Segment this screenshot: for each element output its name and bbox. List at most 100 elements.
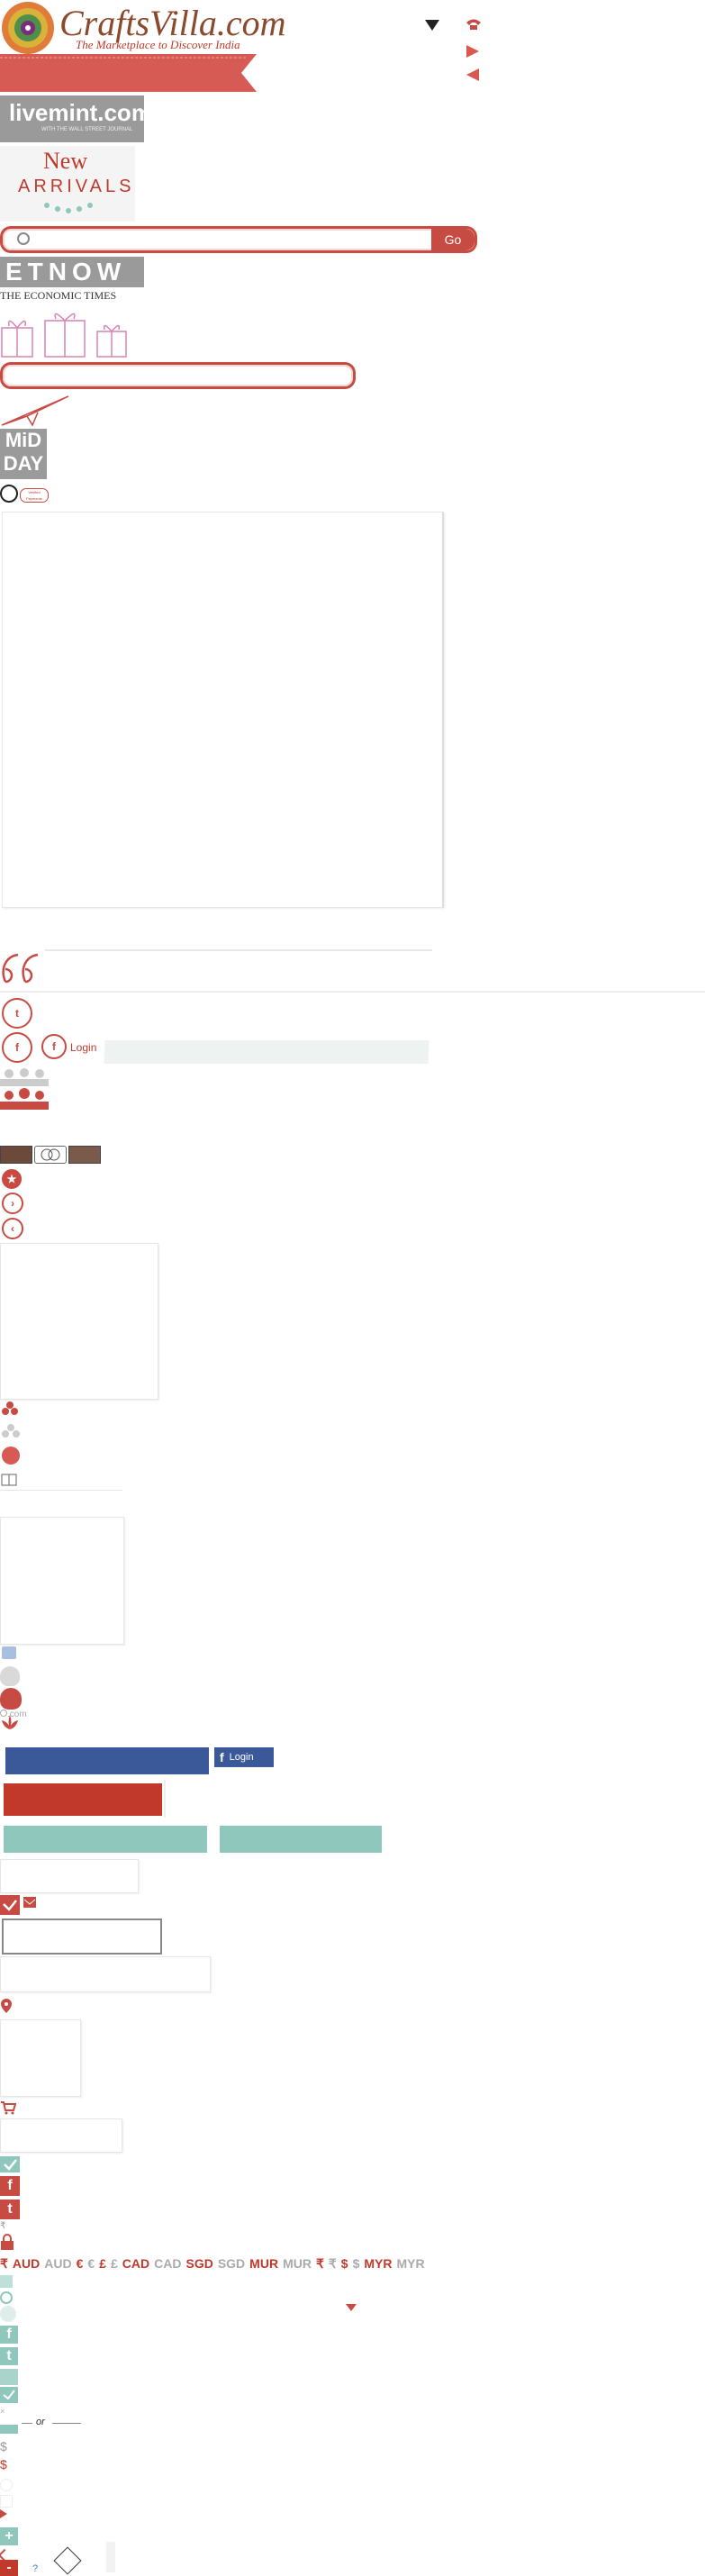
midday-logo: MiD DAY: [0, 429, 47, 479]
diamond-icon: [53, 2546, 81, 2574]
checkmark-red-icon[interactable]: [0, 1895, 20, 1915]
facebook-login-icon[interactable]: f: [41, 1034, 67, 1059]
new-arrivals-line1: New: [43, 148, 87, 175]
currency-mur-active[interactable]: MUR: [249, 2256, 278, 2272]
currency-gbp-active[interactable]: £: [99, 2256, 106, 2272]
currency-gbp[interactable]: £: [111, 2256, 118, 2272]
search-go-button[interactable]: Go: [431, 229, 475, 250]
faint-square-icon: [0, 2495, 13, 2508]
logo[interactable]: [0, 0, 56, 56]
form-box-2: [0, 1956, 211, 1992]
red-dot-icon: [2, 1447, 20, 1465]
currency-aud[interactable]: AUD: [44, 2256, 71, 2272]
currency-cad[interactable]: CAD: [154, 2256, 181, 2272]
currency-usd-active[interactable]: $: [341, 2256, 348, 2272]
side-panel: [0, 1517, 124, 1645]
signup-button[interactable]: [4, 1783, 162, 1816]
phone-icon[interactable]: [465, 18, 483, 31]
divider-line-long: [0, 991, 705, 993]
drops-icon: [40, 202, 94, 216]
flower-grey-icon: [2, 1423, 20, 1441]
email-field[interactable]: [2, 1918, 162, 1955]
paper-plane-icon: [0, 395, 70, 427]
minus-red-icon[interactable]: -: [0, 2560, 18, 2576]
twitter-red-icon[interactable]: t: [0, 2200, 20, 2219]
product-panel: [0, 1243, 158, 1400]
thumbs-up-icon[interactable]: [2, 1646, 16, 1659]
search-input[interactable]: [35, 231, 426, 249]
twitter-icon[interactable]: t: [2, 998, 32, 1029]
check-teal-2-icon: [0, 2387, 18, 2403]
divider-short: [0, 1490, 122, 1491]
or-line-left: [22, 2423, 32, 2424]
mail-icon[interactable]: [23, 1897, 36, 1908]
currency-myr-active[interactable]: MYR: [364, 2256, 392, 2272]
plus-teal-icon[interactable]: +: [0, 2527, 18, 2545]
twitter-teal-icon[interactable]: t: [0, 2347, 18, 2365]
facebook-teal-icon[interactable]: f: [0, 2326, 18, 2344]
carousel-next-icon[interactable]: ›: [2, 1193, 23, 1214]
signup-button-border: [164, 1780, 166, 1818]
next-arrow-icon[interactable]: [466, 45, 479, 58]
search-icon: [17, 232, 30, 245]
cart-icon[interactable]: [0, 2100, 16, 2115]
close-small-icon[interactable]: ×: [0, 2407, 5, 2416]
currency-sgd-active[interactable]: SGD: [185, 2256, 212, 2272]
currency-list: ₹ AUD AUD € € £ £ CAD CAD SGD SGD MUR MU…: [0, 2256, 425, 2272]
quote-icon: [0, 951, 45, 987]
dotcom-label: .com: [0, 1710, 36, 1720]
currency-aud-active[interactable]: AUD: [13, 2256, 40, 2272]
cart-panel: [0, 2118, 122, 2153]
ribbon-banner: [0, 54, 257, 92]
currency-sgd[interactable]: SGD: [218, 2256, 245, 2272]
currency-cad-active[interactable]: CAD: [122, 2256, 149, 2272]
dotcom-text: .com: [7, 1710, 27, 1719]
content-panel: [2, 512, 444, 908]
etnow-subtitle: THE ECONOMIC TIMES: [0, 289, 144, 303]
new-arrivals-badge[interactable]: New ARRIVALS: [0, 146, 135, 222]
login-bar: [104, 1040, 429, 1064]
faint-circle-icon: [0, 2479, 13, 2491]
brand-tagline: The Marketplace to Discover India: [76, 38, 240, 52]
people-red-icon: [0, 1088, 49, 1110]
facebook-red-icon[interactable]: f: [0, 2176, 20, 2196]
midday-line2: DAY: [0, 452, 47, 476]
pot-red-icon: [0, 1688, 22, 1710]
mastercard-icon: [34, 1146, 67, 1164]
lock-red-icon: [0, 2234, 14, 2250]
email-input-bar[interactable]: [0, 362, 356, 389]
dropdown-arrow-icon[interactable]: [425, 20, 439, 31]
currency-usd[interactable]: $: [353, 2256, 360, 2272]
dollar-red-icon: $: [0, 2457, 7, 2472]
or-label: or: [36, 2417, 45, 2427]
pot-grey-icon: [0, 1666, 20, 1686]
or-divider: or: [0, 2417, 83, 2429]
facebook-share-bar[interactable]: [5, 1747, 209, 1774]
currency-inr-3[interactable]: ₹: [329, 2256, 337, 2272]
prev-arrow-icon[interactable]: [466, 68, 479, 81]
gear-icon[interactable]: [0, 2306, 16, 2322]
currency-inr-active[interactable]: ₹: [0, 2256, 8, 2272]
facebook-icon[interactable]: f: [2, 1032, 32, 1063]
currency-eur-active[interactable]: €: [77, 2256, 84, 2272]
small-down-arrow-icon[interactable]: [346, 2304, 357, 2311]
facebook-login-button[interactable]: f Login: [214, 1747, 274, 1767]
badge-icon: ★: [2, 1169, 22, 1189]
question-mark[interactable]: ?: [32, 2563, 38, 2574]
currency-mur[interactable]: MUR: [283, 2256, 312, 2272]
teal-button-left[interactable]: [4, 1826, 207, 1853]
play-red-icon[interactable]: [0, 2509, 7, 2518]
dollar-grey-icon: $: [0, 2439, 7, 2454]
currency-inr-2[interactable]: ₹: [316, 2256, 324, 2272]
livemint-logo: livemint.com WITH THE WALL STREET JOURNA…: [0, 95, 144, 142]
login-link[interactable]: Login: [70, 1041, 96, 1054]
carousel-prev-icon[interactable]: ‹: [2, 1218, 23, 1239]
search-bar: Go: [0, 226, 477, 253]
checkmark-icon: [0, 485, 18, 503]
visa-card-icon: [0, 1146, 32, 1164]
currency-myr[interactable]: MYR: [397, 2256, 425, 2272]
currency-eur[interactable]: €: [87, 2256, 95, 2272]
search-teal-icon[interactable]: [0, 2291, 13, 2304]
netbanking-card-icon: [68, 1146, 101, 1164]
teal-button-right[interactable]: [220, 1826, 382, 1853]
